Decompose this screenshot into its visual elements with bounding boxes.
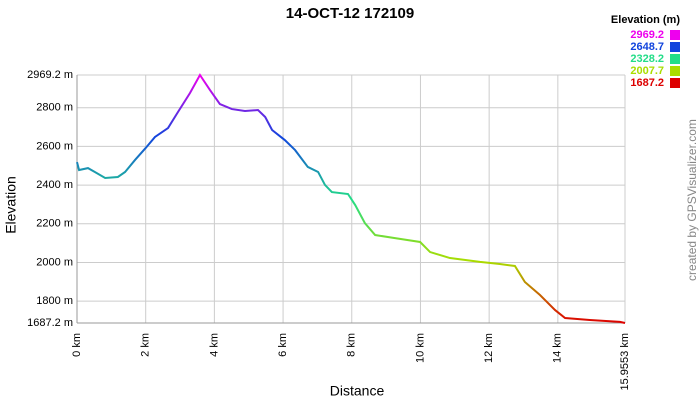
y-tick-label: 2000 m (36, 256, 73, 268)
x-tick-label: 4 km (208, 333, 220, 357)
legend-label: 2328.2 (630, 53, 664, 65)
y-tick-label: 1800 m (36, 295, 73, 307)
x-tick-label: 2 km (140, 333, 152, 357)
elevation-line (76, 73, 626, 324)
y-tick-label: 2400 m (36, 179, 73, 191)
y-tick-label: 2200 m (36, 218, 73, 230)
y-tick-label: 2800 m (36, 102, 73, 114)
x-tick-label: 14 km (552, 333, 564, 363)
chart-title: 14-OCT-12 172109 (286, 5, 414, 22)
x-tick-label: 10 km (414, 333, 426, 363)
legend-swatch (670, 30, 680, 40)
x-tick-label: 8 km (346, 333, 358, 357)
x-tick-label: 12 km (483, 333, 495, 363)
legend-label: 2969.2 (630, 29, 664, 41)
x-tick-label: 6 km (277, 333, 289, 357)
legend-swatch (670, 54, 680, 64)
y-tick-label: 2969.2 m (27, 69, 73, 81)
y-axis-title: Elevation (3, 176, 19, 234)
legend-label: 2648.7 (630, 41, 664, 53)
legend-label: 1687.2 (630, 77, 664, 89)
legend-swatch (670, 78, 680, 88)
x-axis-title: Distance (330, 383, 385, 399)
legend-swatch (670, 66, 680, 76)
y-tick-label: 2600 m (36, 140, 73, 152)
legend-label: 2007.7 (630, 65, 664, 77)
x-tick-label: 15.9553 km (619, 333, 631, 390)
x-tick-label: 0 km (71, 333, 83, 357)
legend-title: Elevation (m) (611, 14, 680, 26)
credit: created by GPSVisualizer.com (685, 119, 699, 281)
legend-swatch (670, 42, 680, 52)
y-tick-label: 1687.2 m (27, 317, 73, 329)
